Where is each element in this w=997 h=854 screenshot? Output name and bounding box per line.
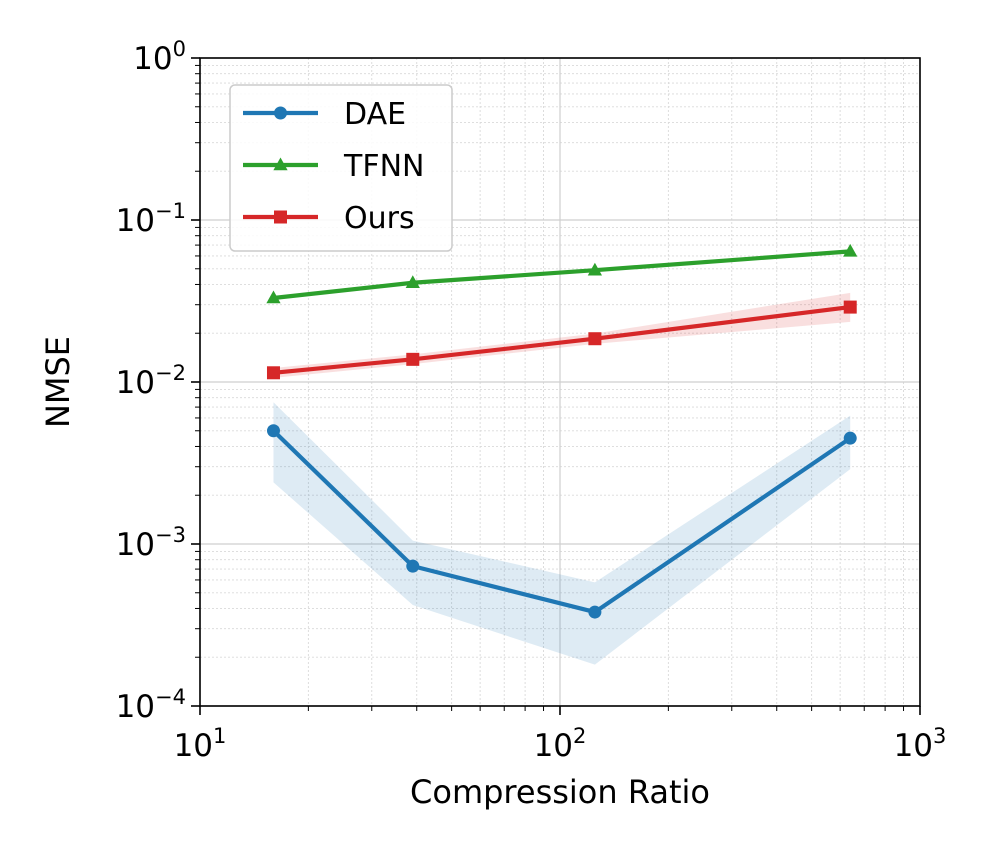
ours-point [843,300,857,314]
dae-point [843,431,857,445]
y-tick-label: 10−1 [116,199,186,239]
tfnn-point [266,290,281,304]
legend-ours-label: Ours [344,201,415,236]
tfnn-point [843,243,858,257]
legend-ours-marker [274,210,287,224]
y-tick-label: 10−3 [116,523,186,563]
series-lines [271,249,853,615]
tfnn-point [587,262,603,276]
tfnn-line [271,249,853,301]
legend-dae-marker [274,106,287,120]
dae-point [588,605,602,619]
x-axis-label: Compression Ratio [410,773,710,811]
y-tick-label: 100 [133,37,186,77]
legend-tfnn-marker [273,157,288,171]
ours-line [271,304,853,375]
y-axis-label: NMSE [39,336,77,428]
ours-point [406,352,420,366]
x-tick-label: 101 [174,724,227,764]
dae-error-band [273,402,851,665]
y-tick-label: 10−2 [116,361,186,401]
ours-point [588,332,602,346]
legend-dae-label: DAE [344,97,406,132]
tfnn-point [405,275,420,288]
x-tick-label: 102 [534,724,587,764]
confidence-bands [273,292,851,665]
dae-line [271,428,853,615]
axis-ticks [191,57,921,715]
legend-box [229,84,453,252]
ours-point [266,366,280,380]
dae-point [266,424,280,438]
dae-point [406,559,420,573]
series-markers [266,243,858,619]
tick-labels: 101 102 103 100 10−1 10−2 10−3 10−4 [116,37,947,764]
legend: DAE TFNN Ours [229,84,453,252]
legend-tfnn-label: TFNN [343,149,424,184]
y-tick-label: 10−4 [116,685,186,725]
x-tick-label: 103 [894,724,947,764]
